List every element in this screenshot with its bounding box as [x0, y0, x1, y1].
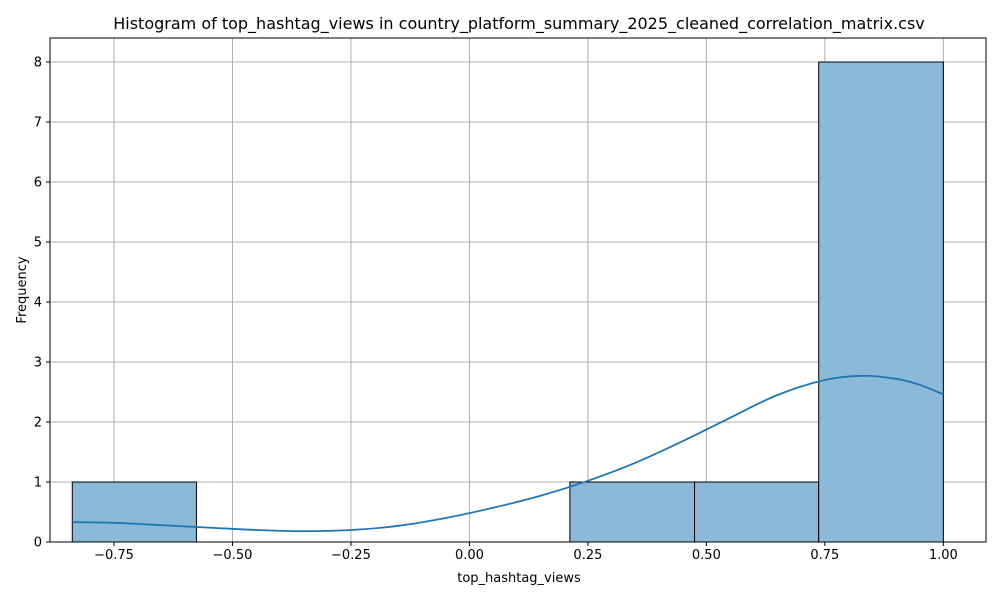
y-tick-label: 3 — [34, 356, 42, 371]
y-tick-label: 6 — [34, 176, 42, 191]
y-tick-label: 5 — [34, 236, 42, 251]
x-tick-label: −0.75 — [94, 548, 134, 563]
x-tick-label: 0.75 — [810, 548, 839, 563]
y-tick-label: 0 — [34, 536, 42, 551]
kde-line — [72, 374, 944, 533]
x-tick-label: −0.50 — [213, 548, 253, 563]
x-tick-label: 1.00 — [929, 548, 958, 563]
y-tick-label: 2 — [34, 416, 42, 431]
x-tick-label: 0.00 — [455, 548, 484, 563]
y-tick-label: 8 — [34, 56, 42, 71]
plot-frame — [49, 37, 987, 543]
histogram-bars — [71, 61, 944, 543]
histogram-bar — [694, 481, 820, 543]
y-tick-label: 4 — [34, 296, 42, 311]
x-axis-title: top_hashtag_views — [457, 571, 581, 586]
x-axis-ticks: −0.75 −0.50 −0.25 0.00 0.25 0.50 0.75 1.00 — [94, 542, 958, 563]
x-tick-label: 0.50 — [692, 548, 721, 563]
x-tick-label: 0.25 — [573, 548, 602, 563]
y-axis-title: Frequency — [15, 256, 30, 323]
histogram-bar — [569, 481, 696, 543]
kde-curve — [72, 374, 944, 533]
x-tick-label: −0.25 — [331, 548, 371, 563]
y-tick-label: 1 — [34, 476, 42, 491]
y-tick-label: 7 — [34, 116, 42, 131]
histogram-bar — [71, 481, 197, 543]
chart-title: Histogram of top_hashtag_views in countr… — [113, 14, 925, 34]
y-axis-ticks: 0 1 2 3 4 5 6 7 8 — [34, 56, 50, 551]
histogram-bar — [818, 61, 944, 543]
